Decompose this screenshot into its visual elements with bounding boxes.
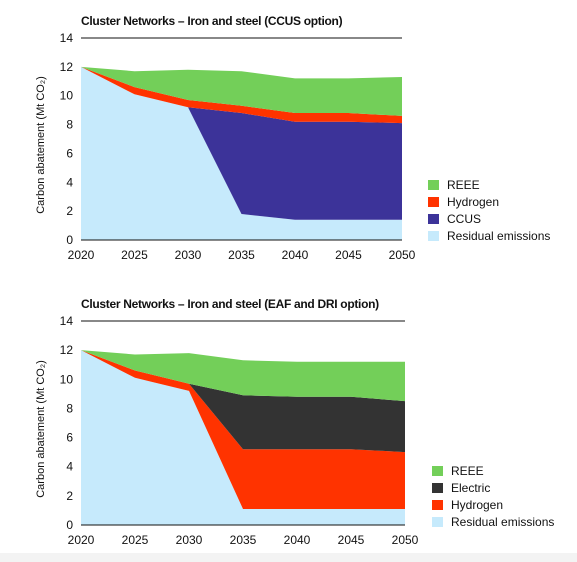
x-tick-label: 2045 xyxy=(335,248,362,262)
y-tick-label: 10 xyxy=(60,372,74,386)
y-axis-label: Carbon abatement (Mt CO₂) xyxy=(35,76,47,214)
bottom-strip xyxy=(0,553,577,562)
y-axis-label: Carbon abatement (Mt CO₂) xyxy=(35,360,47,498)
y-tick-label: 6 xyxy=(66,431,73,445)
legend-swatch-ccus xyxy=(428,214,439,224)
legend-swatch-electric xyxy=(432,483,443,493)
y-tick-label: 12 xyxy=(60,60,74,74)
x-tick-label: 2045 xyxy=(338,533,365,547)
y-tick-label: 2 xyxy=(66,489,73,503)
y-tick-label: 4 xyxy=(66,460,73,474)
y-tick-label: 0 xyxy=(66,518,73,532)
legend-label-ccus: CCUS xyxy=(447,212,481,226)
y-tick-label: 10 xyxy=(60,89,74,103)
legend-swatch-residual-emissions xyxy=(432,517,443,527)
area-hydrogen xyxy=(81,66,402,124)
y-tick-label: 4 xyxy=(66,175,73,189)
x-tick-label: 2040 xyxy=(282,248,309,262)
chart-eaf-dri-option: Cluster Networks – Iron and steel (EAF a… xyxy=(35,297,554,547)
legend-swatch-reee xyxy=(432,466,443,476)
chart-title: Cluster Networks – Iron and steel (CCUS … xyxy=(81,14,343,28)
y-tick-label: 14 xyxy=(60,31,74,45)
legend-label-residual-emissions: Residual emissions xyxy=(451,515,554,529)
legend-label-reee: REEE xyxy=(447,178,480,192)
y-tick-label: 2 xyxy=(66,204,73,218)
legend-label-residual-emissions: Residual emissions xyxy=(447,229,550,243)
y-tick-label: 14 xyxy=(60,314,74,328)
chart-ccus-option: Cluster Networks – Iron and steel (CCUS … xyxy=(35,14,550,262)
y-tick-label: 0 xyxy=(66,233,73,247)
legend-label-hydrogen: Hydrogen xyxy=(451,498,503,512)
area-ccus xyxy=(81,66,402,220)
x-tick-label: 2025 xyxy=(121,248,148,262)
area-electric xyxy=(81,350,405,453)
x-tick-label: 2050 xyxy=(392,533,419,547)
legend-label-electric: Electric xyxy=(451,481,490,495)
area-residual-emissions xyxy=(81,66,402,241)
x-tick-label: 2035 xyxy=(230,533,257,547)
x-tick-label: 2040 xyxy=(284,533,311,547)
x-tick-label: 2020 xyxy=(68,248,95,262)
x-tick-label: 2030 xyxy=(175,248,202,262)
chart-title: Cluster Networks – Iron and steel (EAF a… xyxy=(81,297,379,311)
x-tick-label: 2020 xyxy=(68,533,95,547)
legend-swatch-residual-emissions xyxy=(428,231,439,241)
area-reee xyxy=(81,66,402,116)
x-tick-label: 2050 xyxy=(389,248,416,262)
area-reee xyxy=(81,350,405,402)
legend-swatch-hydrogen xyxy=(428,197,439,207)
y-tick-label: 8 xyxy=(66,118,73,132)
area-hydrogen xyxy=(81,350,405,509)
y-tick-label: 8 xyxy=(66,401,73,415)
legend-swatch-hydrogen xyxy=(432,500,443,510)
legend-label-reee: REEE xyxy=(451,464,484,478)
x-tick-label: 2035 xyxy=(228,248,255,262)
y-tick-label: 6 xyxy=(66,146,73,160)
legend-swatch-reee xyxy=(428,180,439,190)
x-tick-label: 2030 xyxy=(176,533,203,547)
y-tick-label: 12 xyxy=(60,343,74,357)
area-residual-emissions xyxy=(81,350,405,525)
legend-label-hydrogen: Hydrogen xyxy=(447,195,499,209)
x-tick-label: 2025 xyxy=(122,533,149,547)
